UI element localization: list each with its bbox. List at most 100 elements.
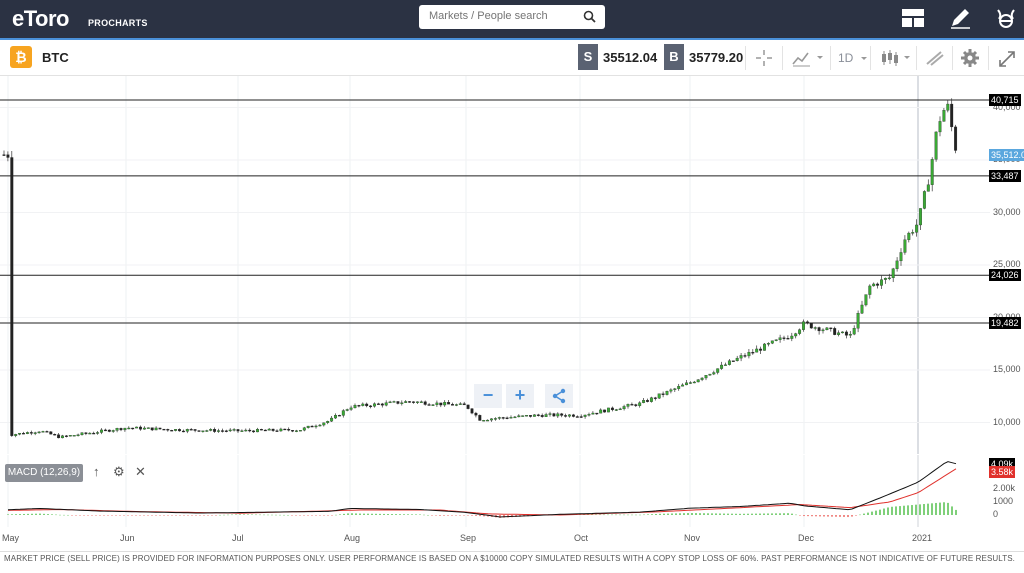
macd-histogram-bar [863, 513, 865, 515]
gear-icon[interactable]: ⚙ [113, 464, 125, 479]
time-axis-label: Jul [232, 533, 244, 543]
macd-histogram-bar [359, 513, 361, 515]
macd-histogram-bar [83, 515, 85, 516]
share-icon[interactable] [545, 384, 573, 408]
macd-histogram-bar [39, 513, 41, 515]
macd-chart[interactable] [0, 455, 990, 527]
macd-histogram-bar [895, 506, 897, 515]
price-axis-label: 10,000 [993, 416, 1021, 427]
candle [579, 416, 583, 418]
level-price-tag: 24,026 [989, 269, 1021, 282]
macd-histogram-bar [715, 513, 717, 515]
candle [568, 414, 571, 417]
search-icon[interactable] [583, 10, 596, 28]
etoro-e-icon[interactable] [992, 5, 1020, 31]
price-chart[interactable] [0, 76, 990, 454]
candle [661, 393, 665, 395]
etoro-logo[interactable]: eToro [12, 6, 69, 31]
candle [626, 404, 630, 407]
macd-histogram-bar [19, 514, 21, 515]
candle [6, 154, 10, 158]
macd-histogram-bar [51, 514, 53, 515]
chart-type-icon[interactable] [790, 44, 826, 72]
candle [100, 429, 103, 433]
candle [123, 427, 127, 431]
macd-histogram-bar [91, 515, 93, 516]
macd-histogram-bar [767, 513, 769, 515]
buy-label[interactable]: B [664, 44, 684, 70]
candle [29, 432, 33, 434]
macd-histogram-bar [611, 514, 613, 516]
buy-price[interactable]: 35779.20 [689, 50, 744, 65]
candle [817, 327, 821, 332]
sell-label[interactable]: S [578, 44, 598, 70]
candle [638, 402, 642, 406]
candle [158, 427, 162, 430]
macd-histogram-bar [387, 513, 389, 515]
move-up-icon[interactable]: ↑ [93, 464, 100, 479]
macd-histogram-bar [711, 513, 713, 515]
timeframe-dropdown[interactable]: 1D [838, 44, 870, 72]
macd-histogram-bar [663, 513, 665, 515]
time-axis-label: Nov [684, 533, 701, 543]
macd-histogram-bar [279, 514, 281, 516]
macd-histogram-bar [467, 515, 469, 516]
macd-histogram-bar [739, 513, 741, 515]
macd-histogram-bar [867, 512, 869, 515]
candle [844, 331, 848, 336]
instrument-toolbar [0, 40, 1024, 76]
layout-icon[interactable] [899, 5, 927, 31]
drawing-tools-icon[interactable] [922, 44, 948, 72]
pencil-icon[interactable] [946, 5, 974, 31]
candle [252, 430, 256, 433]
close-icon[interactable]: ✕ [135, 464, 146, 479]
fullscreen-icon[interactable] [994, 44, 1020, 72]
macd-histogram-bar [75, 515, 77, 516]
macd-indicator-label[interactable]: MACD (12,26,9) [5, 464, 83, 482]
search-box[interactable] [419, 5, 605, 29]
macd-histogram-bar [203, 515, 205, 516]
macd-histogram-bar [143, 515, 145, 516]
zoom-in-button[interactable]: + [506, 384, 534, 408]
macd-histogram-bar [703, 513, 705, 515]
macd-histogram-bar [107, 515, 109, 516]
macd-histogram-bar [11, 514, 13, 515]
candle [688, 382, 692, 384]
zoom-out-button[interactable]: − [474, 384, 502, 408]
macd-histogram-bar [371, 513, 373, 515]
macd-histogram-bar [123, 515, 125, 516]
macd-histogram-bar [799, 515, 801, 516]
candle [334, 415, 337, 419]
candle [84, 432, 88, 434]
macd-histogram-bar [115, 515, 117, 516]
candle [708, 373, 712, 376]
candle [458, 403, 462, 405]
macd-histogram-bar [783, 513, 785, 515]
candle [482, 420, 486, 422]
candle [782, 337, 786, 339]
candle [653, 397, 657, 399]
candle [575, 416, 579, 418]
search-input[interactable] [427, 9, 581, 23]
macd-histogram-bar [375, 513, 377, 515]
gear-icon[interactable] [958, 44, 982, 72]
candle [712, 372, 716, 375]
candle [630, 404, 634, 406]
sell-price[interactable]: 35512.04 [603, 50, 658, 65]
macd-histogram-bar [635, 514, 637, 516]
candle [536, 414, 540, 416]
indicators-icon[interactable] [878, 44, 914, 72]
candle [263, 429, 267, 432]
macd-histogram-bar [807, 515, 809, 517]
macd-line [7, 461, 957, 518]
macd-histogram-bar [31, 513, 33, 515]
top-bar-accent [0, 38, 1024, 40]
macd-histogram-bar [127, 515, 129, 516]
macd-histogram-bar [443, 515, 445, 516]
time-axis-label: Aug [344, 533, 361, 543]
candle [349, 407, 353, 410]
macd-histogram-bar [855, 515, 857, 516]
level-price-tag: 33,487 [989, 169, 1021, 182]
crosshair-icon[interactable] [752, 44, 776, 72]
price-axis-label: 30,000 [993, 206, 1021, 217]
